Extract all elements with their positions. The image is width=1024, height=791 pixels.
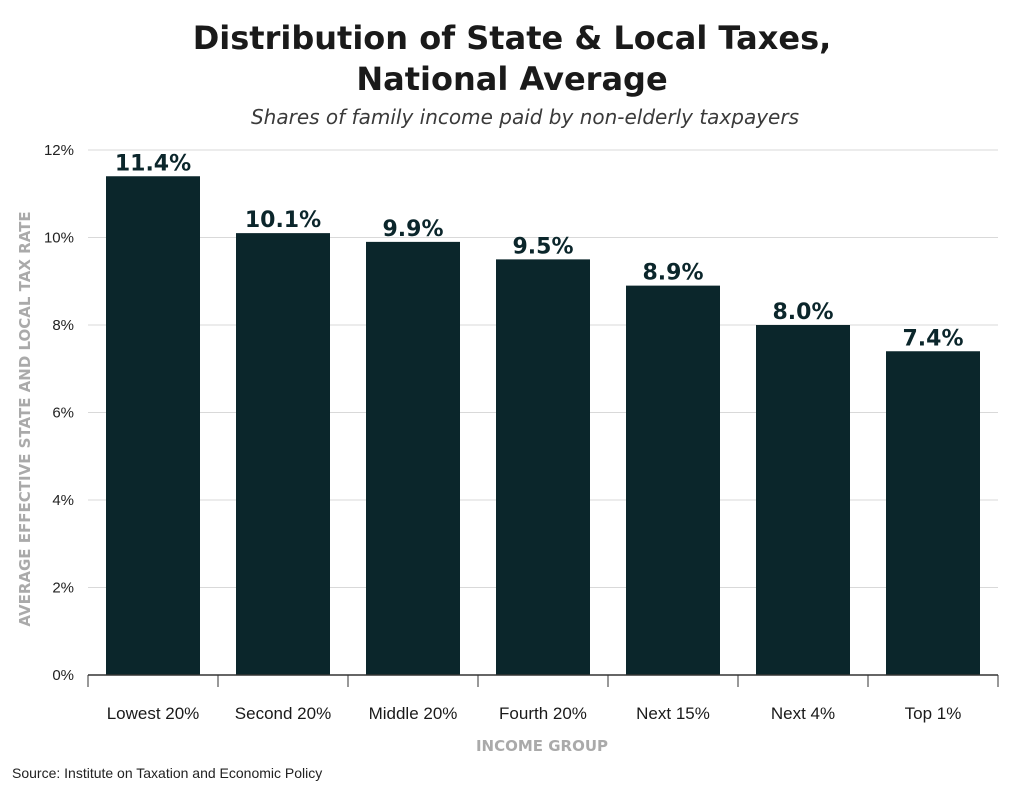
bar-value-label: 7.4% xyxy=(902,326,963,351)
bar xyxy=(496,259,590,675)
labels: 0% 2% 4% 6% 8% 10% 12% 11.4% Lowest 20% 10.1% Seco… xyxy=(44,142,964,723)
bar xyxy=(106,176,200,675)
chart-title: Distribution of State & Local Taxes, Nat… xyxy=(192,19,832,98)
x-tick-label: Top 1% xyxy=(905,704,962,723)
x-tick-label: Lowest 20% xyxy=(107,704,200,723)
bar-value-label: 11.4% xyxy=(115,151,191,176)
y-tick-label: 12% xyxy=(44,142,74,159)
bar-value-label: 9.9% xyxy=(382,217,443,242)
bars xyxy=(106,176,980,675)
y-tick-label: 6% xyxy=(52,405,74,422)
chart-subtitle: Shares of family income paid by non-elde… xyxy=(250,105,800,129)
bar xyxy=(756,325,850,675)
y-tick-label: 10% xyxy=(44,230,74,247)
x-tick-label: Next 15% xyxy=(636,704,710,723)
bar-value-label: 8.0% xyxy=(772,300,833,325)
x-axis-title: INCOME GROUP xyxy=(476,737,608,755)
bar xyxy=(366,241,460,675)
y-axis-title: AVERAGE EFFECTIVE STATE AND LOCAL TAX RA… xyxy=(16,211,34,626)
y-tick-label: 2% xyxy=(52,580,74,597)
bar xyxy=(626,285,720,675)
x-tick-label: Next 4% xyxy=(771,704,835,723)
bar xyxy=(236,233,330,675)
x-tick-label: Middle 20% xyxy=(369,704,458,723)
bar xyxy=(886,351,980,675)
source-note: Source: Institute on Taxation and Econom… xyxy=(12,765,323,781)
y-tick-label: 4% xyxy=(52,492,74,509)
bar-value-label: 8.9% xyxy=(642,261,703,286)
y-tick-label: 8% xyxy=(52,317,74,334)
x-tick-label: Fourth 20% xyxy=(499,704,587,723)
axes xyxy=(87,674,999,687)
x-tick-label: Second 20% xyxy=(235,704,331,723)
bar-value-label: 9.5% xyxy=(512,234,573,259)
y-tick-label: 0% xyxy=(52,667,74,684)
bar-value-label: 10.1% xyxy=(245,208,321,233)
